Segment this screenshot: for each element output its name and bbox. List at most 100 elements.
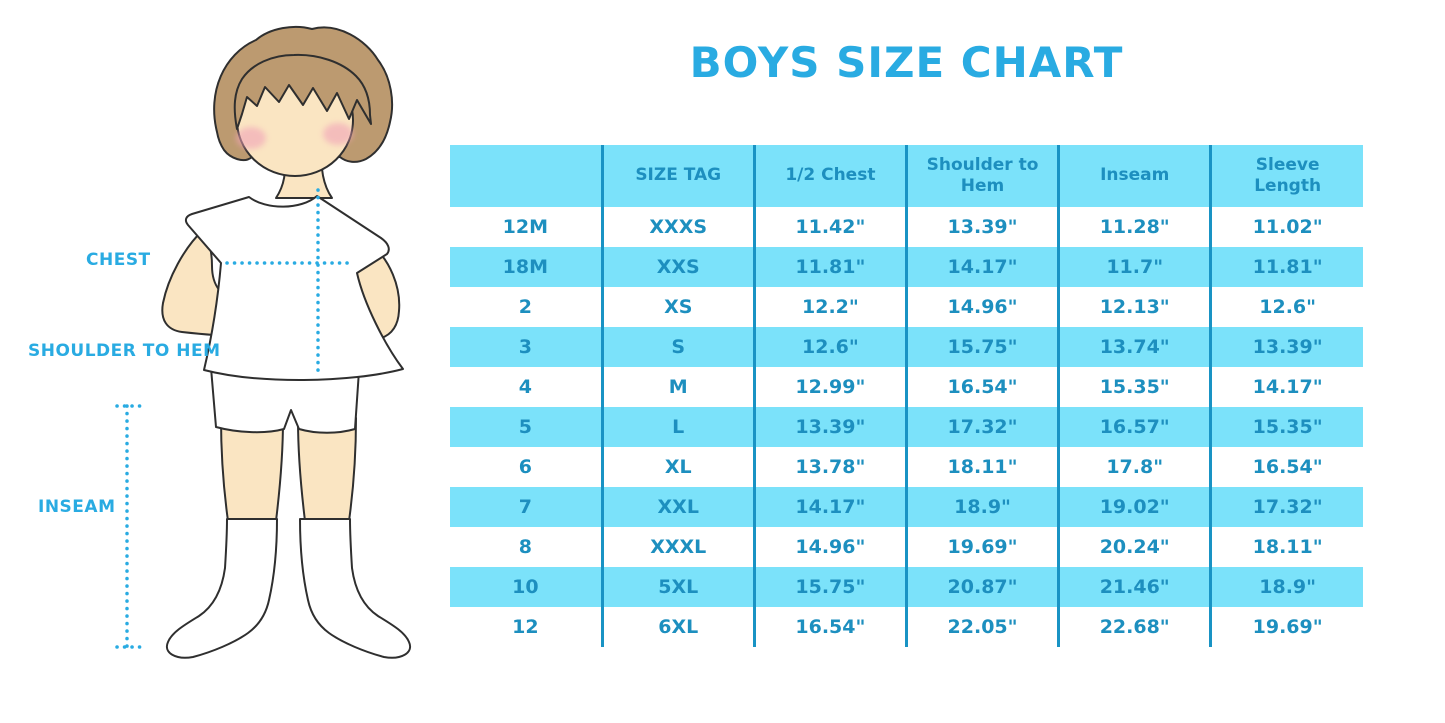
shoulder-to-hem-label: SHOULDER TO HEM	[28, 341, 221, 361]
size-cell: 13.39"	[752, 407, 907, 447]
size-cell: 16.57"	[1057, 407, 1211, 447]
size-cell: S	[600, 327, 755, 367]
column-header	[450, 145, 603, 207]
left-leg	[220, 417, 284, 522]
size-cell: 18.9"	[1209, 567, 1363, 607]
size-row: 4 M 12.99" 16.54" 15.35" 14.17"	[450, 367, 1363, 407]
chest-label: CHEST	[86, 250, 151, 270]
size-cell: 16.54"	[752, 607, 907, 647]
inseam-label: INSEAM	[38, 497, 116, 517]
blush-right	[323, 123, 353, 145]
size-cell: XS	[600, 287, 755, 327]
size-cell: XXXS	[600, 207, 755, 247]
size-row: 3 S 12.6" 15.75" 13.74" 13.39"	[450, 327, 1363, 367]
tshirt	[184, 195, 404, 382]
left-sock	[165, 518, 278, 659]
size-cell: 22.05"	[904, 607, 1059, 647]
size-cell: 12.13"	[1057, 287, 1211, 327]
size-cell: 11.81"	[1209, 247, 1363, 287]
size-cell: M	[600, 367, 755, 407]
size-cell: 11.02"	[1209, 207, 1363, 247]
size-row: 2 XS 12.2" 14.96" 12.13" 12.6"	[450, 287, 1363, 327]
size-cell: 13.78"	[752, 447, 907, 487]
size-cell: 20.87"	[904, 567, 1059, 607]
size-cell: 4	[518, 376, 532, 398]
size-cell: 11.81"	[752, 247, 907, 287]
size-cell: 5XL	[600, 567, 755, 607]
size-cell: 13.39"	[904, 207, 1059, 247]
size-cell: 22.68"	[1057, 607, 1211, 647]
size-cell: 12.99"	[752, 367, 907, 407]
size-cell: 2	[518, 296, 532, 318]
size-cell: 6XL	[600, 607, 755, 647]
size-cell: 11.42"	[752, 207, 907, 247]
size-table-header: SIZE TAG 1/2 Chest Shoulder to Hem Inseam Sl…	[450, 145, 1363, 207]
size-cell: 14.17"	[904, 247, 1059, 287]
size-cell: XXL	[600, 487, 755, 527]
size-cell: 15.75"	[752, 567, 907, 607]
size-cell: 19.69"	[1209, 607, 1363, 647]
size-cell: 20.24"	[1057, 527, 1211, 567]
column-header: Sleeve Length	[1209, 145, 1363, 207]
size-cell: 18.11"	[1209, 527, 1363, 567]
size-row: 12M XXXS 11.42" 13.39" 11.28" 11.02"	[450, 207, 1363, 247]
size-cell: 10	[450, 567, 603, 607]
size-cell: 18M	[450, 247, 603, 287]
boy-illustration	[115, 25, 412, 659]
size-cell: 21.46"	[1057, 567, 1211, 607]
size-cell: 19.02"	[1057, 487, 1211, 527]
size-row: 7 XXL 14.17" 18.9" 19.02" 17.32"	[450, 487, 1363, 527]
size-row: 10 5XL 15.75" 20.87" 21.46" 18.9"	[450, 567, 1363, 607]
size-row: 18M XXS 11.81" 14.17" 11.7" 11.81"	[450, 247, 1363, 287]
size-cell: 17.32"	[1209, 487, 1363, 527]
size-cell: 12.6"	[752, 327, 907, 367]
size-row: 5 L 13.39" 17.32" 16.57" 15.35"	[450, 407, 1363, 447]
size-cell: 11.28"	[1057, 207, 1211, 247]
size-cell: 12M	[502, 216, 548, 238]
size-cell: 12	[512, 616, 539, 638]
size-row: 8 XXXL 14.96" 19.69" 20.24" 18.11"	[450, 527, 1363, 567]
size-cell: XXXL	[600, 527, 755, 567]
size-cell: 17.32"	[904, 407, 1059, 447]
size-cell: 15.75"	[904, 327, 1059, 367]
size-table-body: 12M XXXS 11.42" 13.39" 11.28" 11.02" 18M XXS 11.…	[450, 207, 1363, 647]
size-cell: 3	[450, 327, 603, 367]
size-cell: 18.11"	[904, 447, 1059, 487]
size-cell: 12.6"	[1209, 287, 1363, 327]
size-cell: 15.35"	[1057, 367, 1211, 407]
size-cell: 14.17"	[752, 487, 907, 527]
size-table: SIZE TAG 1/2 Chest Shoulder to Hem Inseam Sl…	[450, 145, 1363, 647]
size-cell: 13.39"	[1209, 327, 1363, 367]
header-row: SIZE TAG 1/2 Chest Shoulder to Hem Inseam Sl…	[450, 145, 1363, 207]
size-row: 6 XL 13.78" 18.11" 17.8" 16.54"	[450, 447, 1363, 487]
size-cell: XXS	[600, 247, 755, 287]
hair-bangs	[233, 53, 372, 130]
size-cell: L	[600, 407, 755, 447]
size-cell: 12.2"	[752, 287, 907, 327]
right-sock	[299, 518, 412, 659]
size-cell: 14.96"	[904, 287, 1059, 327]
size-cell: 15.35"	[1209, 407, 1363, 447]
size-cell: 11.7"	[1057, 247, 1211, 287]
size-cell: XL	[600, 447, 755, 487]
column-header: Shoulder to Hem	[904, 145, 1059, 207]
column-header: Inseam	[1057, 145, 1211, 207]
size-cell: 16.54"	[1209, 447, 1363, 487]
size-cell: 17.8"	[1057, 447, 1211, 487]
size-cell: 7	[450, 487, 603, 527]
size-cell: 16.54"	[904, 367, 1059, 407]
size-cell: 18.9"	[904, 487, 1059, 527]
page-title: BOYS SIZE CHART	[689, 38, 1124, 87]
size-cell: 13.74"	[1057, 327, 1211, 367]
size-row: 12 6XL 16.54" 22.05" 22.68" 19.69"	[450, 607, 1363, 647]
size-cell: 19.69"	[904, 527, 1059, 567]
size-cell: 14.17"	[1209, 367, 1363, 407]
size-cell: 5	[450, 407, 603, 447]
blush-left	[236, 127, 266, 149]
size-cell: 8	[518, 536, 532, 558]
column-header: SIZE TAG	[600, 145, 755, 207]
column-header: 1/2 Chest	[752, 145, 907, 207]
size-cell: 6	[518, 456, 532, 478]
size-cell: 14.96"	[752, 527, 907, 567]
